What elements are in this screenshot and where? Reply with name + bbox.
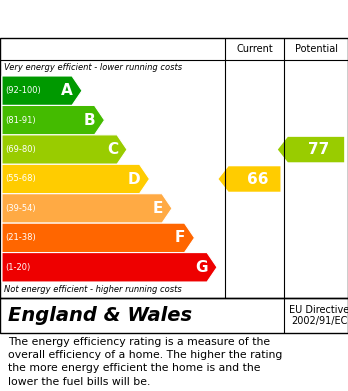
Polygon shape <box>2 106 104 135</box>
Text: Potential: Potential <box>294 44 338 54</box>
Text: G: G <box>196 260 208 275</box>
Text: D: D <box>128 172 141 187</box>
Polygon shape <box>2 76 82 106</box>
Polygon shape <box>278 137 344 162</box>
Text: (39-54): (39-54) <box>5 204 35 213</box>
Polygon shape <box>2 164 150 194</box>
Text: (21-38): (21-38) <box>5 233 36 242</box>
Text: Very energy efficient - lower running costs: Very energy efficient - lower running co… <box>4 63 182 72</box>
Text: A: A <box>61 83 73 98</box>
Text: 66: 66 <box>247 172 268 187</box>
Polygon shape <box>219 166 280 192</box>
Text: (92-100): (92-100) <box>5 86 41 95</box>
Polygon shape <box>2 253 217 282</box>
Text: F: F <box>175 230 185 246</box>
Text: (1-20): (1-20) <box>5 263 30 272</box>
Text: (69-80): (69-80) <box>5 145 36 154</box>
Text: The energy efficiency rating is a measure of the
overall efficiency of a home. T: The energy efficiency rating is a measur… <box>8 337 282 387</box>
Polygon shape <box>2 223 195 253</box>
Text: B: B <box>84 113 95 127</box>
Text: England & Wales: England & Wales <box>8 306 192 325</box>
Text: 77: 77 <box>308 142 330 157</box>
Text: Current: Current <box>236 44 273 54</box>
Text: EU Directive
2002/91/EC: EU Directive 2002/91/EC <box>289 305 348 326</box>
Text: (81-91): (81-91) <box>5 116 35 125</box>
Polygon shape <box>2 135 127 164</box>
Text: Not energy efficient - higher running costs: Not energy efficient - higher running co… <box>4 285 182 294</box>
Text: (55-68): (55-68) <box>5 174 36 183</box>
Polygon shape <box>2 194 172 223</box>
Text: C: C <box>107 142 118 157</box>
Text: Energy Efficiency Rating: Energy Efficiency Rating <box>9 11 230 27</box>
Text: E: E <box>153 201 163 216</box>
